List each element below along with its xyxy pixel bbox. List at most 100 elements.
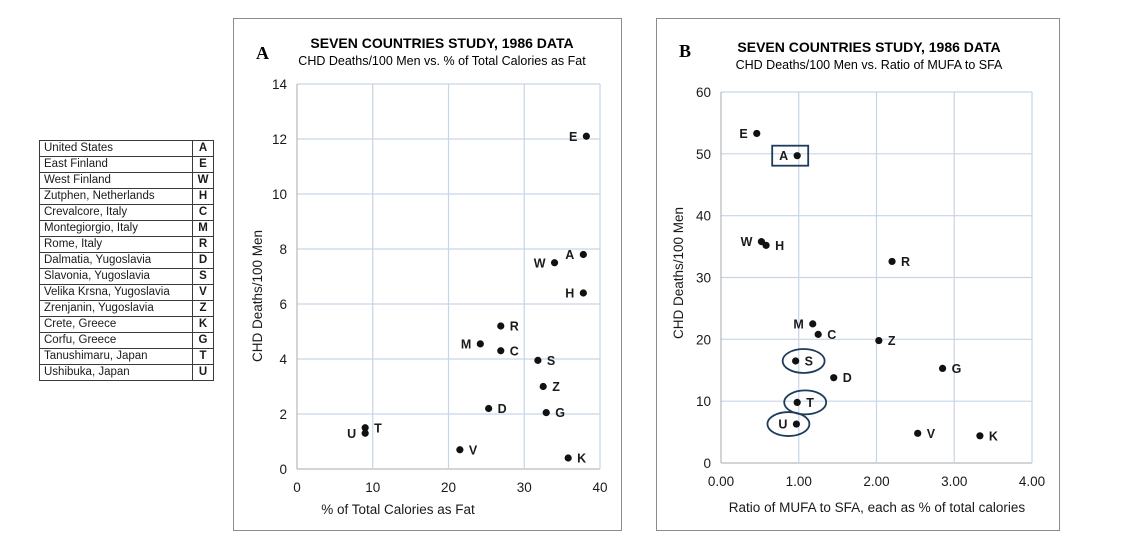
point-label-t: T — [374, 421, 382, 435]
legend-country: Zutphen, Netherlands — [39, 188, 193, 205]
y-tick-label: 0 — [703, 456, 711, 471]
highlight-oval-t — [783, 389, 828, 416]
point-label-r: R — [901, 255, 910, 269]
data-point-t — [361, 424, 369, 432]
legend-row: East Finland E — [39, 156, 214, 173]
data-point-e — [753, 129, 761, 138]
point-label-a: A — [565, 248, 574, 262]
x-tick-label: 10 — [365, 480, 380, 495]
y-tick-label: 12 — [272, 132, 287, 147]
legend-code: T — [192, 348, 214, 365]
chart-panel-a: A SEVEN COUNTRIES STUDY, 1986 DATA CHD D… — [233, 18, 622, 531]
y-tick-label: 6 — [279, 297, 287, 312]
chart-a-y-ticks: 0 2 4 6 8 10 12 14 — [272, 77, 288, 477]
chart-a-x-axis-label: % of Total Calories as Fat — [321, 502, 475, 517]
y-tick-label: 8 — [279, 242, 287, 257]
legend-code: G — [192, 332, 214, 349]
legend-row: Ushibuka, Japan U — [39, 364, 214, 381]
data-point-d — [830, 374, 838, 382]
x-tick-label: 0.00 — [708, 474, 734, 489]
point-label-s: S — [805, 354, 813, 368]
legend-country: Zrenjanin, Yugoslavia — [39, 300, 193, 317]
chart-b-x-ticks: 0.00 1.00 2.00 3.00 4.00 — [708, 474, 1045, 489]
data-point-z — [875, 336, 883, 345]
data-point-v — [456, 446, 464, 454]
data-point-z — [539, 382, 547, 391]
data-point-m — [476, 340, 484, 348]
chart-b-highlights — [766, 144, 828, 437]
data-point-g — [938, 364, 947, 372]
chart-a-points: E A W H R M C SZ D G T U V K — [347, 130, 590, 466]
chart-b-title: SEVEN COUNTRIES STUDY, 1986 DATA — [737, 39, 1000, 55]
legend-code: C — [192, 204, 214, 221]
x-tick-label: 3.00 — [941, 474, 967, 489]
y-tick-label: 4 — [279, 352, 287, 367]
legend-code: H — [192, 188, 214, 205]
y-tick-label: 40 — [696, 209, 711, 224]
point-label-w: W — [741, 235, 753, 249]
chart-a-x-ticks: 0 10 20 30 40 — [293, 480, 607, 495]
x-tick-label: 30 — [517, 480, 532, 495]
y-tick-label: 10 — [272, 187, 287, 202]
legend-code: R — [192, 236, 214, 253]
legend-country: Velika Krsna, Yugoslavia — [39, 284, 193, 301]
legend-country: United States — [39, 140, 193, 157]
chart-a-y-axis-label: CHD Deaths/100 Men — [250, 230, 265, 362]
legend-row: Montegiorgio, Italy M — [39, 220, 214, 237]
x-tick-label: 20 — [441, 480, 456, 495]
legend-row: Crevalcore, Italy C — [39, 204, 214, 221]
panel-letter-b: B — [679, 41, 691, 61]
point-label-e: E — [569, 130, 577, 144]
data-point-g — [542, 409, 550, 417]
legend-code: W — [192, 172, 214, 189]
point-label-v: V — [927, 427, 936, 441]
legend-code: E — [192, 156, 214, 173]
point-label-m: M — [461, 337, 471, 351]
point-label-e: E — [739, 127, 747, 141]
point-label-h: H — [565, 287, 574, 301]
point-label-a: A — [779, 149, 788, 163]
point-label-z: Z — [552, 380, 560, 394]
chart-b-points: E A W H R M C Z S G D T U V K — [739, 127, 998, 443]
chart-a-grid — [296, 83, 601, 470]
legend-country: Ushibuka, Japan — [39, 364, 193, 381]
legend-row: Rome, Italy R — [39, 236, 214, 253]
legend-code: K — [192, 316, 214, 333]
chart-panel-b: B SEVEN COUNTRIES STUDY, 1986 DATA CHD D… — [656, 18, 1060, 531]
legend-code: S — [192, 268, 214, 285]
data-point-w — [550, 259, 559, 267]
y-tick-label: 10 — [696, 394, 711, 409]
legend-body: United States A East Finland E West Finland W… — [39, 140, 214, 381]
data-point-s — [792, 357, 800, 365]
chart-b-y-axis-label: CHD Deaths/100 Men — [671, 207, 686, 339]
highlight-box-a — [771, 144, 810, 167]
chart-b-svg: B SEVEN COUNTRIES STUDY, 1986 DATA CHD D… — [671, 39, 1045, 515]
legend-row: Zutphen, Netherlands H — [39, 188, 214, 205]
data-point-k — [564, 454, 572, 462]
point-label-g: G — [952, 362, 962, 376]
point-label-w: W — [534, 256, 546, 270]
legend-country: Dalmatia, Yugoslavia — [39, 252, 193, 269]
chart-a-title: SEVEN COUNTRIES STUDY, 1986 DATA — [310, 35, 573, 51]
data-point-c — [497, 347, 505, 355]
chart-a-subtitle: CHD Deaths/100 Men vs. % of Total Calori… — [298, 54, 586, 68]
data-point-r — [497, 322, 505, 330]
data-point-a — [793, 152, 801, 160]
country-legend-table: United States A East Finland E West Finland W… — [39, 140, 214, 381]
y-tick-label: 0 — [279, 462, 287, 477]
point-label-k: K — [989, 429, 998, 443]
legend-country: East Finland — [39, 156, 193, 173]
y-tick-label: 50 — [696, 147, 711, 162]
x-tick-label: 1.00 — [786, 474, 812, 489]
legend-country: Slavonia, Yugoslavia — [39, 268, 193, 285]
legend-code: U — [192, 364, 214, 381]
point-label-c: C — [510, 344, 519, 358]
x-tick-label: 0 — [293, 480, 301, 495]
y-tick-label: 14 — [272, 77, 288, 92]
legend-row: Zrenjanin, Yugoslavia Z — [39, 300, 214, 317]
point-label-v: V — [469, 443, 478, 457]
y-tick-label: 60 — [696, 85, 711, 100]
legend-row: Velika Krsna, Yugoslavia V — [39, 284, 214, 301]
point-label-d: D — [843, 371, 852, 385]
legend-country: Tanushimaru, Japan — [39, 348, 193, 365]
